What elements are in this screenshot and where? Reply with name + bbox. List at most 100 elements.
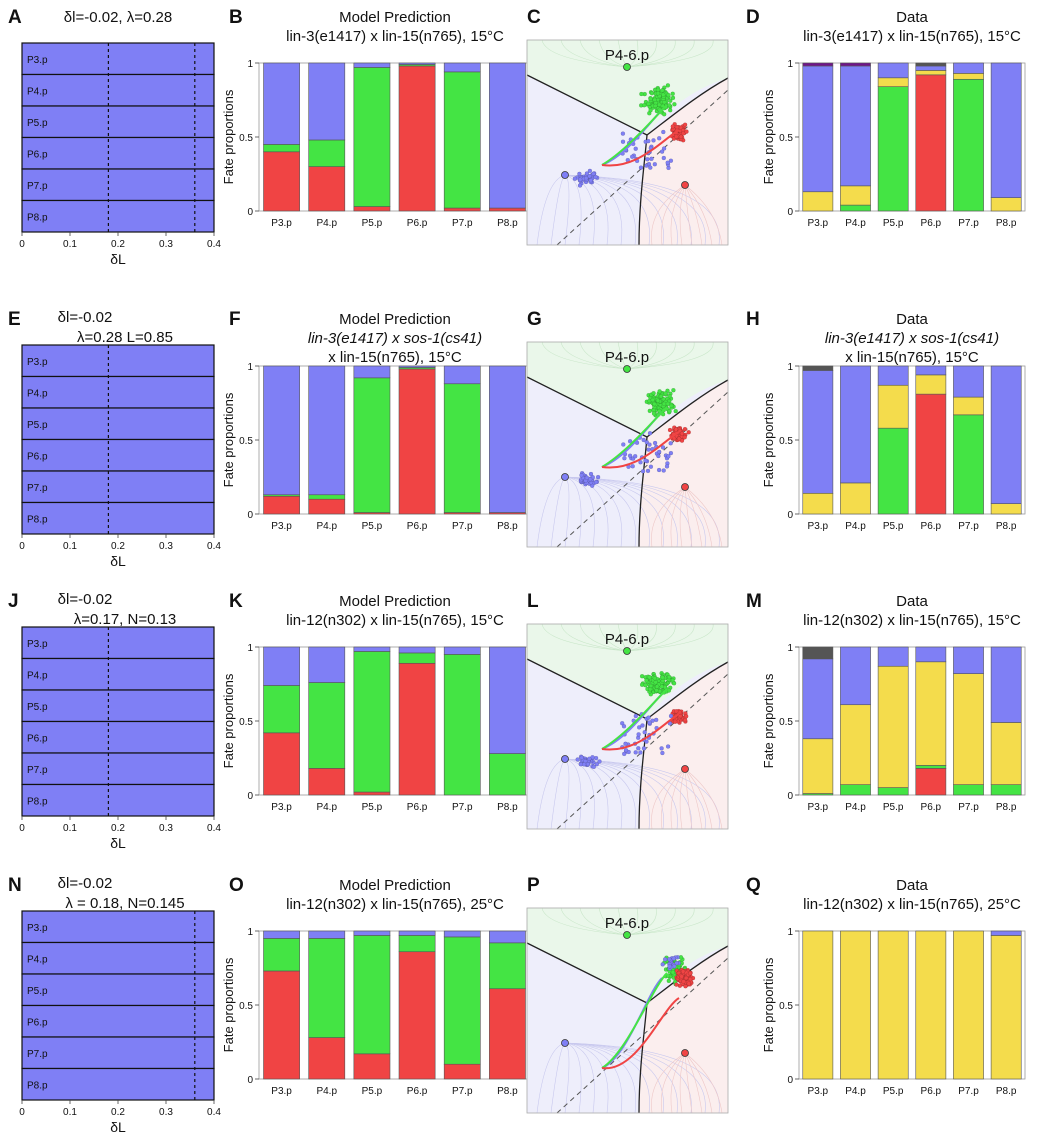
fate-stack-panel: P3.p P4.p P5.p P6.p P7.p P8.p 0 0.1 0.2 0.3 0.4 δL δ…: [19, 9, 221, 267]
flow-line: [564, 476, 582, 548]
flow-line: [684, 486, 723, 548]
cell-point: [649, 91, 655, 96]
bar-segment-blue: [915, 365, 947, 376]
cell-point: [622, 751, 627, 757]
flow-line: [579, 341, 628, 370]
cell-point: [661, 92, 666, 97]
cell-point: [680, 969, 686, 974]
flow-line: [564, 476, 623, 548]
cell-point: [665, 744, 671, 749]
cell-point: [665, 83, 671, 88]
bar-segment-blue: [953, 365, 984, 398]
attractor-2deg: [623, 365, 631, 373]
x-tick-label: P5.p: [883, 218, 904, 229]
flow-line: [560, 907, 628, 936]
cell-point: [647, 675, 652, 680]
flow-line: [626, 623, 676, 652]
bar-segment-red: [263, 732, 300, 796]
basin-boundary: [526, 658, 648, 720]
chart-title: lin-3(e1417) x sos-1(cs41): [825, 330, 999, 347]
cell-label: P7.p: [27, 483, 48, 494]
x-tick-label: P3.p: [271, 521, 292, 532]
x-tick-label: P4.p: [845, 1086, 866, 1097]
flow-line: [560, 623, 628, 652]
panel-label: D: [746, 7, 760, 28]
cell-point: [623, 748, 629, 753]
x-tick-label: P7.p: [958, 218, 979, 229]
y-axis-label: Fate proportions: [221, 957, 236, 1052]
cell-point: [662, 100, 667, 105]
blue-region: [22, 137, 214, 169]
cell-point: [661, 401, 667, 407]
cell-point: [645, 157, 650, 162]
flow-line: [626, 907, 676, 936]
cell-point: [642, 730, 647, 735]
flow-line: [579, 907, 628, 936]
cell-point: [682, 717, 688, 723]
blue-region: [22, 753, 214, 785]
cell-point: [652, 162, 657, 167]
cell-point: [652, 440, 658, 446]
bar-segment-green: [263, 685, 300, 734]
chart-title: lin-12(n302) x lin-15(n765), 25°C: [803, 896, 1021, 913]
cell-label: P8.p: [27, 212, 48, 223]
panel-label: H: [746, 309, 760, 330]
cell-point: [630, 464, 635, 469]
cell-point: [666, 978, 671, 984]
cell-point: [676, 436, 682, 441]
bar-segment-purple: [840, 62, 871, 67]
bar-segment-red: [308, 768, 346, 796]
plot-frame: [798, 930, 1026, 1080]
bar-segment-yellow: [802, 492, 834, 515]
cell-point: [597, 759, 602, 764]
panel-label: E: [8, 309, 21, 330]
bar-segment-yellow: [877, 665, 909, 788]
blue-region: [22, 1005, 214, 1037]
flow-line: [626, 341, 695, 370]
flow-line: [679, 768, 686, 830]
x-tick-label: P5.p: [883, 521, 904, 532]
green-basin: [527, 908, 728, 1003]
flow-line: [560, 39, 628, 68]
x-tick-label: P8.p: [497, 802, 518, 813]
basin-boundary: [646, 77, 729, 136]
bar-segment-green: [263, 144, 300, 153]
parameter-label: δl=-0.02, λ=0.28: [64, 9, 172, 26]
chart-title: Model Prediction: [339, 9, 451, 26]
chart-title: Model Prediction: [339, 311, 451, 328]
flow-line: [564, 1042, 706, 1114]
cell-point: [670, 970, 676, 975]
x-tick-label: P7.p: [452, 521, 473, 532]
cell-point: [638, 460, 643, 465]
trajectory: [601, 688, 668, 750]
flow-line: [651, 1052, 686, 1114]
flow-line: [670, 768, 686, 830]
cell-point: [627, 453, 633, 458]
blue-region: [22, 1037, 214, 1069]
x-tick-label: P8.p: [497, 521, 518, 532]
cell-point: [668, 441, 673, 446]
y-tick-label: 0: [787, 510, 793, 521]
cell-label: P3.p: [27, 639, 48, 650]
cell-point: [633, 713, 638, 719]
bar-segment-blue: [263, 646, 300, 686]
x-tick-label: 0.4: [207, 823, 221, 834]
x-tick-label: P3.p: [271, 218, 292, 229]
flow-line: [536, 174, 566, 246]
landscape-panel: P4-6.p: [526, 341, 729, 548]
blue-region: [22, 942, 214, 974]
panel-label: A: [8, 7, 22, 28]
flow-line: [670, 184, 686, 246]
panel-label: L: [527, 591, 539, 612]
flow-line: [684, 768, 723, 830]
cell-label: P8.p: [27, 514, 48, 525]
cell-point: [639, 91, 644, 97]
x-axis-label: δL: [110, 553, 126, 569]
bar-segment-red: [308, 1037, 346, 1080]
flow-line: [564, 1042, 650, 1114]
panel-label: G: [527, 309, 542, 330]
basin-boundary: [526, 74, 648, 136]
x-tick-label: 0.1: [63, 1107, 77, 1118]
cell-point: [593, 479, 599, 485]
y-tick-label: 0.5: [779, 717, 793, 728]
